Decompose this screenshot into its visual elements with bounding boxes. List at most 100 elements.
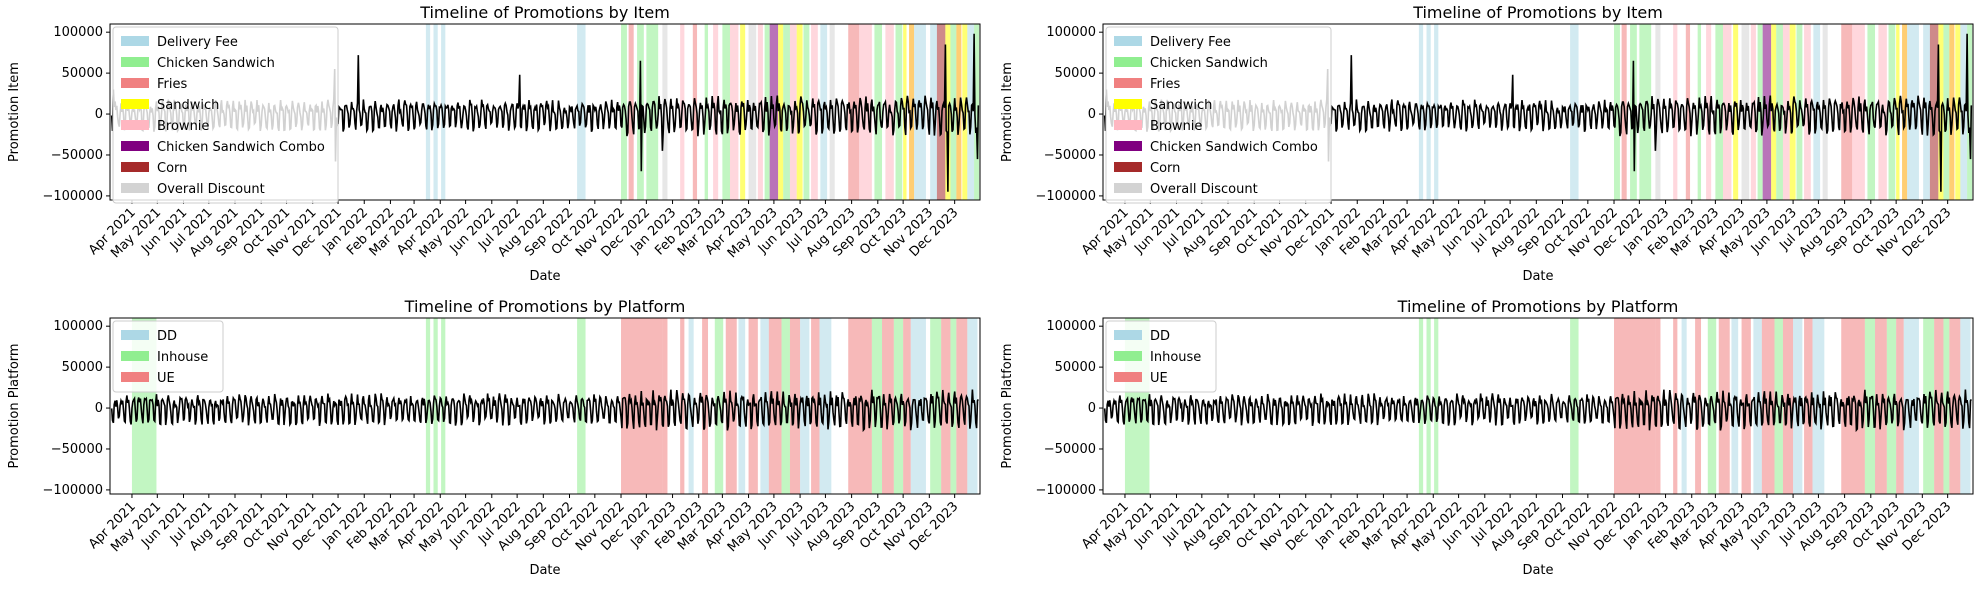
legend-label: Overall Discount bbox=[157, 182, 265, 197]
y-tick-label: 50000 bbox=[62, 66, 103, 81]
legend-swatch bbox=[121, 78, 149, 88]
promotion-band bbox=[1434, 24, 1439, 200]
promotion-band bbox=[688, 318, 694, 494]
promotion-band bbox=[1655, 318, 1661, 494]
legend-label: Inhouse bbox=[157, 350, 208, 365]
legend-label: Fries bbox=[157, 77, 187, 92]
promotion-band bbox=[1888, 24, 1896, 200]
legend-swatch bbox=[121, 372, 149, 382]
promotion-band bbox=[974, 24, 980, 200]
promotion-band bbox=[1681, 318, 1687, 494]
promotion-band bbox=[1793, 318, 1803, 494]
promotion-band bbox=[874, 24, 883, 200]
y-tick-label: 0 bbox=[95, 107, 103, 122]
promotion-band bbox=[789, 318, 801, 494]
legend-swatch bbox=[121, 120, 149, 130]
promotion-band bbox=[1907, 24, 1919, 200]
promotion-band bbox=[441, 318, 446, 494]
legend-swatch bbox=[1114, 99, 1142, 109]
y-tick-label: 50000 bbox=[1055, 66, 1096, 81]
y-tick-label: −50000 bbox=[51, 442, 103, 457]
promotion-band bbox=[1750, 24, 1756, 200]
promotion-band bbox=[1426, 24, 1431, 200]
promotion-band bbox=[441, 24, 446, 200]
legend-swatch bbox=[121, 141, 149, 151]
legend: DD Inhouse UE bbox=[1105, 320, 1217, 393]
promotion-band bbox=[1878, 24, 1887, 200]
promotion-band bbox=[1731, 318, 1739, 494]
promotion-band bbox=[895, 24, 903, 200]
y-tick-label: −50000 bbox=[51, 148, 103, 163]
legend-label: DD bbox=[157, 329, 177, 344]
promotion-band bbox=[1774, 318, 1783, 494]
legend-swatch bbox=[121, 330, 149, 340]
promotion-band bbox=[1685, 24, 1691, 200]
promotion-band bbox=[1761, 318, 1775, 494]
promotion-band bbox=[789, 24, 797, 200]
legend-swatch bbox=[121, 351, 149, 361]
y-tick-label: 50000 bbox=[62, 360, 103, 375]
x-axis-label: Date bbox=[529, 563, 560, 578]
chart-title: Timeline of Promotions by Platform bbox=[1397, 297, 1679, 316]
y-axis-label: Promotion Platform bbox=[1000, 343, 1015, 468]
promotion-band bbox=[956, 318, 968, 494]
x-axis-label: Date bbox=[529, 269, 560, 284]
legend-label: UE bbox=[1150, 371, 1168, 386]
y-tick-label: −100000 bbox=[1035, 189, 1096, 204]
legend-swatch bbox=[121, 57, 149, 67]
promotion-band bbox=[1812, 318, 1825, 494]
promotion-band bbox=[1707, 318, 1717, 494]
promotion-band bbox=[967, 318, 978, 494]
legend-label: Inhouse bbox=[1150, 350, 1201, 365]
y-tick-label: 100000 bbox=[53, 25, 103, 40]
legend-label: Fries bbox=[1150, 77, 1180, 92]
legend: DD Inhouse UE bbox=[112, 320, 224, 393]
promotion-band bbox=[893, 318, 904, 494]
promotion-band bbox=[692, 24, 698, 200]
promotion-band bbox=[1757, 24, 1763, 200]
y-tick-label: −100000 bbox=[42, 189, 103, 204]
promotion-band bbox=[781, 318, 790, 494]
y-tick-label: −50000 bbox=[1044, 148, 1096, 163]
promotion-band bbox=[764, 24, 770, 200]
promotion-band bbox=[757, 24, 763, 200]
residual-line bbox=[110, 389, 979, 433]
y-tick-label: 0 bbox=[1088, 401, 1096, 416]
y-tick-label: 100000 bbox=[53, 319, 103, 334]
promotion-band bbox=[621, 24, 627, 200]
promotion-band bbox=[1426, 318, 1431, 494]
promotion-band bbox=[914, 24, 926, 200]
promotion-band bbox=[1718, 318, 1730, 494]
x-axis-label: Date bbox=[1522, 563, 1553, 578]
y-tick-label: 0 bbox=[95, 401, 103, 416]
promotion-band bbox=[433, 24, 438, 200]
legend-label: Overall Discount bbox=[1150, 182, 1258, 197]
promotion-band bbox=[1655, 24, 1661, 200]
y-axis-label: Promotion Platform bbox=[7, 343, 22, 468]
legend-label: Corn bbox=[1150, 161, 1180, 176]
promotion-band bbox=[1776, 24, 1783, 200]
promotion-band bbox=[1841, 318, 1865, 494]
legend-swatch bbox=[1114, 141, 1142, 151]
x-axis-label: Date bbox=[1522, 269, 1553, 284]
legend-label: Chicken Sandwich bbox=[1150, 56, 1268, 71]
legend-label: Corn bbox=[157, 161, 187, 176]
promotion-band bbox=[433, 318, 438, 494]
promotion-band bbox=[1886, 318, 1897, 494]
legend: Delivery Fee Chicken Sandwich Fries Sandwic… bbox=[112, 26, 339, 204]
legend-label: Sandwich bbox=[157, 98, 219, 113]
promotion-band bbox=[662, 24, 668, 200]
legend-swatch bbox=[1114, 372, 1142, 382]
legend-swatch bbox=[121, 183, 149, 193]
legend-label: Sandwich bbox=[1150, 98, 1212, 113]
promotion-band bbox=[1434, 318, 1439, 494]
legend-label: DD bbox=[1150, 329, 1170, 344]
legend-label: Chicken Sandwich Combo bbox=[157, 140, 325, 155]
y-tick-label: 50000 bbox=[1055, 360, 1096, 375]
legend-swatch bbox=[1114, 351, 1142, 361]
y-tick-label: −100000 bbox=[42, 483, 103, 498]
